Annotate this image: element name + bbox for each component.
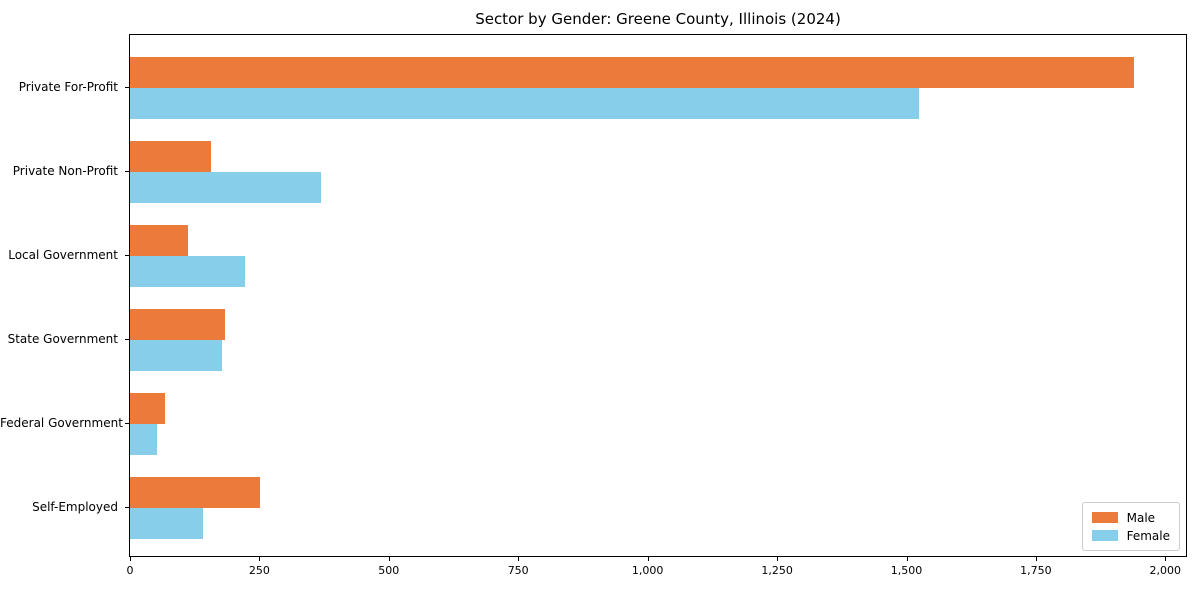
x-tick-label-1-500: 1,500 — [890, 564, 923, 577]
legend-label-male: Male — [1126, 510, 1156, 525]
bar-female-state-government — [130, 340, 223, 371]
bar-male-local-government — [130, 225, 188, 256]
bar-female-federal-government — [130, 424, 158, 455]
legend-item-male: Male — [1091, 509, 1170, 526]
y-tick-mark — [125, 255, 129, 256]
x-tick-mark — [388, 557, 390, 561]
y-tick-mark — [125, 507, 129, 508]
y-tick-mark — [125, 171, 129, 172]
y-tick-label-local-government: Local Government — [8, 248, 118, 262]
y-tick-label-federal-government: Federal Government — [0, 416, 123, 430]
x-tick-label-750: 750 — [507, 564, 529, 577]
y-tick-mark — [125, 423, 129, 424]
y-tick-label-private-non-profit: Private Non-Profit — [12, 164, 118, 178]
y-tick-label-self-employed: Self-Employed — [32, 500, 118, 514]
x-tick-label-0: 0 — [126, 564, 134, 577]
bar-male-private-non-profit — [130, 141, 212, 172]
bar-female-self-employed — [130, 508, 203, 539]
y-tick-mark — [125, 87, 129, 88]
bar-male-self-employed — [130, 477, 261, 508]
legend-swatch-male — [1091, 512, 1118, 523]
x-tick-label-500: 500 — [378, 564, 400, 577]
x-tick-mark — [259, 557, 261, 561]
x-tick-label-2-000: 2,000 — [1149, 564, 1182, 577]
chart-title: Sector by Gender: Greene County, Illinoi… — [475, 10, 841, 28]
bar-female-private-for-profit — [130, 88, 920, 119]
legend-label-female: Female — [1126, 528, 1170, 543]
bar-male-federal-government — [130, 393, 165, 424]
x-tick-mark — [1035, 557, 1037, 561]
x-tick-mark — [906, 557, 908, 561]
x-tick-label-1-750: 1,750 — [1020, 564, 1052, 577]
x-tick-label-1-000: 1,000 — [631, 564, 664, 577]
x-tick-label-1-250: 1,250 — [761, 564, 793, 577]
bar-male-private-for-profit — [130, 57, 1135, 88]
legend-swatch-female — [1091, 530, 1118, 541]
y-tick-label-state-government: State Government — [7, 332, 118, 346]
x-tick-mark — [130, 557, 131, 561]
y-tick-mark — [125, 339, 129, 340]
y-tick-label-private-for-profit: Private For-Profit — [18, 80, 118, 94]
bar-male-state-government — [130, 309, 225, 340]
x-tick-mark — [647, 557, 649, 561]
legend-item-female: Female — [1091, 527, 1170, 544]
legend: Male Female — [1081, 502, 1180, 551]
bar-female-private-non-profit — [130, 172, 321, 203]
x-tick-mark — [777, 557, 779, 561]
x-tick-mark — [1165, 557, 1167, 561]
x-tick-label-250: 250 — [248, 564, 270, 577]
bar-female-local-government — [130, 256, 246, 287]
x-tick-mark — [518, 557, 520, 561]
plot-area: Male Female — [129, 34, 1187, 557]
